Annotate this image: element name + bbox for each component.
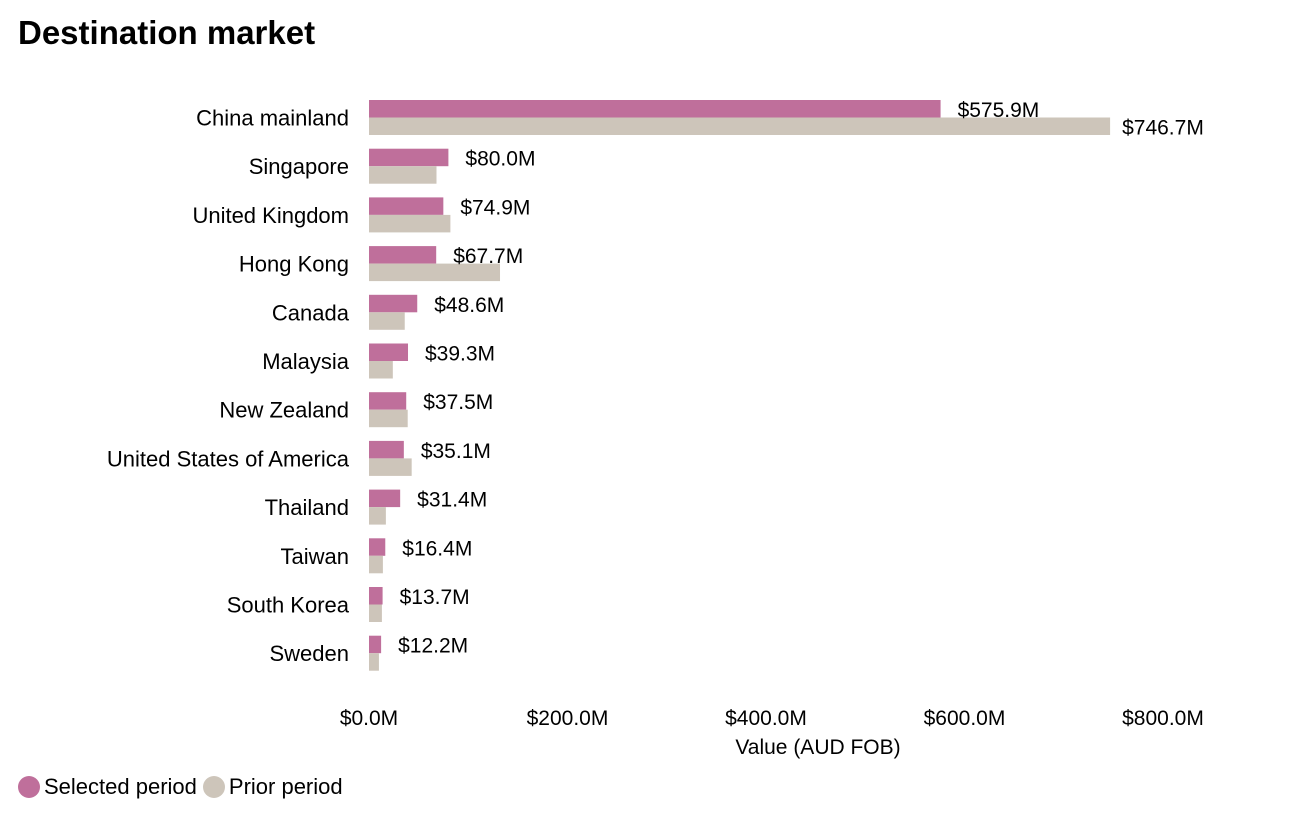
bar-selected-period-united-states-of-america[interactable] [369,440,404,459]
bar-selected-period-new-zealand[interactable] [369,392,407,410]
bar-selected-period-china-mainland[interactable] [369,100,941,118]
bar-prior-period-united-states-of-america[interactable] [369,458,412,476]
data-label-selected-period-singapore: $80.0M [465,148,535,171]
category-label-malaysia: Malaysia [262,349,350,374]
category-label-canada: Canada [272,300,350,325]
bar-selected-period-united-kingdom[interactable] [369,197,444,215]
data-label-selected-period-taiwan: $16.4M [402,537,472,560]
bar-prior-period-taiwan[interactable] [369,555,383,574]
data-label-prior-period-china-mainland: $746.7M [1122,117,1204,140]
bar-prior-period-new-zealand[interactable] [369,409,408,428]
category-label-south-korea: South Korea [227,593,350,618]
bar-prior-period-canada[interactable] [369,312,405,330]
legend-item-selected-period[interactable]: Selected period [18,774,197,800]
data-label-selected-period-canada: $48.6M [434,294,504,317]
bar-prior-period-united-kingdom[interactable] [369,214,451,233]
x-tick-label-4: $800.0M [1122,707,1204,730]
category-label-taiwan: Taiwan [281,544,349,569]
bar-prior-period-hong-kong[interactable] [369,263,501,282]
labels-layer: China mainland $575.9M $746.7M Singapore $80… [107,99,1204,666]
x-axis-title: Value (AUD FOB) [735,736,900,759]
data-label-selected-period-united-states-of-america: $35.1M [421,440,491,463]
category-label-hong-kong: Hong Kong [239,252,349,277]
data-label-selected-period-new-zealand: $37.5M [423,391,493,414]
legend-item-prior-period[interactable]: Prior period [202,774,343,800]
bar-selected-period-thailand[interactable] [369,489,401,508]
bar-prior-period-thailand[interactable] [369,507,386,525]
x-tick-label-2: $400.0M [725,707,807,730]
legend-label-selected-period: Selected period [44,774,197,799]
bar-selected-period-singapore[interactable] [369,148,449,167]
bar-selected-period-sweden[interactable] [369,635,382,654]
bar-selected-period-hong-kong[interactable] [369,246,437,264]
bars-layer [369,100,1111,671]
data-label-selected-period-south-korea: $13.7M [400,586,470,609]
x-axis: $0.0M $200.0M $400.0M $600.0M $800.0M [340,707,1204,730]
legend-swatch-prior-period [202,776,225,798]
category-label-united-kingdom: United Kingdom [192,203,349,228]
category-label-singapore: Singapore [249,154,349,179]
chart-legend: Selected period Prior period [18,774,349,800]
chart-title: Destination market [18,14,316,51]
data-label-selected-period-sweden: $12.2M [398,635,468,658]
bar-prior-period-malaysia[interactable] [369,361,393,379]
x-tick-label-0: $0.0M [340,707,398,730]
category-label-thailand: Thailand [265,495,349,520]
data-label-selected-period-hong-kong: $67.7M [453,245,523,268]
data-label-selected-period-malaysia: $39.3M [425,343,495,366]
bar-selected-period-malaysia[interactable] [369,343,409,362]
data-label-selected-period-united-kingdom: $74.9M [460,196,530,219]
bar-prior-period-sweden[interactable] [369,653,379,671]
data-label-selected-period-thailand: $31.4M [417,489,487,512]
x-tick-label-3: $600.0M [924,707,1006,730]
bar-selected-period-south-korea[interactable] [369,587,383,605]
bar-prior-period-china-mainland[interactable] [369,117,1111,136]
category-label-new-zealand: New Zealand [219,398,349,423]
x-tick-label-1: $200.0M [527,707,609,730]
bar-selected-period-canada[interactable] [369,294,418,313]
data-label-selected-period-china-mainland: $575.9M [958,99,1040,122]
legend-label-prior-period: Prior period [228,774,343,799]
bar-selected-period-taiwan[interactable] [369,538,386,556]
category-label-china-mainland: China mainland [196,106,349,131]
category-label-united-states-of-america: United States of America [107,446,350,471]
bar-prior-period-south-korea[interactable] [369,604,382,623]
category-label-sweden: Sweden [269,641,349,666]
legend-swatch-selected-period [18,776,40,798]
bar-prior-period-singapore[interactable] [369,166,437,184]
